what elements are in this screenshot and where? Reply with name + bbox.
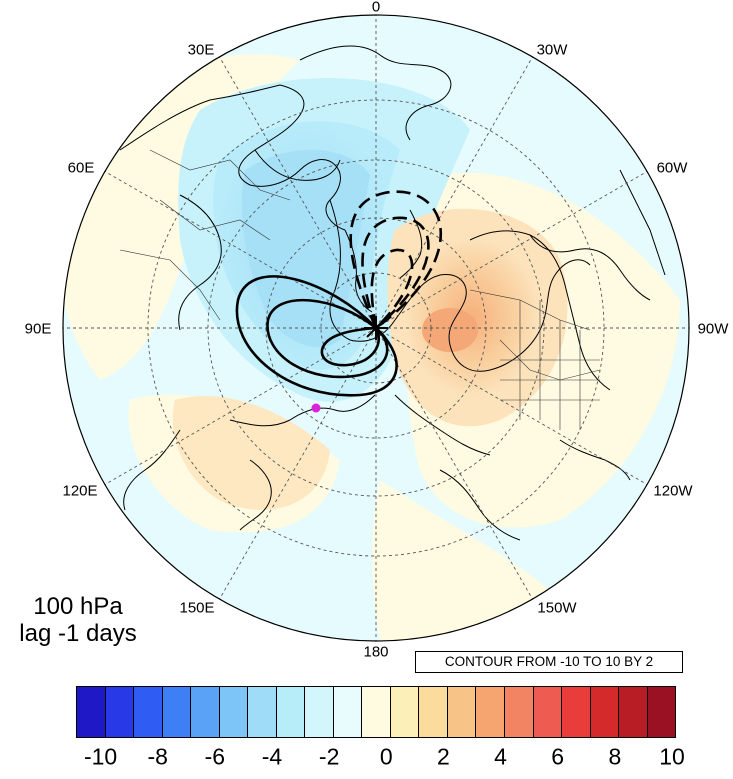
colorbar-box	[276, 687, 306, 737]
colorbar-box	[162, 687, 192, 737]
colorbar-box	[105, 687, 135, 737]
colorbar-box	[476, 687, 505, 737]
negative-contours	[349, 190, 443, 331]
positive-contours	[235, 275, 398, 397]
colorbar-box	[333, 687, 363, 737]
colorbar-box	[504, 687, 534, 737]
colorbar-box	[590, 687, 620, 737]
lon-label-120w: 120W	[653, 482, 693, 500]
colorbar-box	[533, 687, 563, 737]
colorbar-label: 2	[437, 743, 450, 770]
map-boundary-circle	[62, 14, 690, 642]
colorbar-box	[77, 687, 106, 737]
lon-label-150w: 150W	[537, 599, 577, 617]
colorbar-box	[191, 687, 220, 737]
orange-region-pacific	[172, 396, 330, 510]
lon-label-30w: 30W	[536, 41, 568, 59]
colorbar-box	[647, 687, 676, 737]
lon-label-150e: 150E	[179, 599, 215, 617]
coastlines	[119, 45, 666, 541]
colorbar-label: -10	[83, 743, 118, 770]
lon-label-0: 0	[371, 0, 381, 16]
lon-label-180: 180	[363, 643, 389, 661]
colorbar-label: -4	[261, 743, 283, 770]
contour-info-box: CONTOUR FROM -10 TO 10 BY 2	[415, 651, 683, 673]
colorbar-box	[419, 687, 448, 737]
panel-title-lag: lag -1 days	[19, 620, 137, 647]
colorbar-box	[134, 687, 163, 737]
colorbar-label: 4	[494, 743, 507, 770]
colorbar-box	[219, 687, 249, 737]
colorbar-box	[305, 687, 334, 737]
lon-label-60w: 60W	[656, 159, 688, 177]
colorbar-label: 10	[659, 743, 685, 770]
colorbar-label: 8	[608, 743, 622, 770]
lon-label-60e: 60E	[67, 159, 95, 177]
pale-yellow-region-south	[372, 480, 560, 641]
colorbar-box	[619, 687, 648, 737]
station-marker	[311, 403, 321, 413]
colorbar	[76, 686, 676, 738]
colorbar-box	[390, 687, 420, 737]
lon-label-120e: 120E	[62, 482, 98, 500]
pole-singularity	[364, 316, 388, 340]
panel-title: 100 hPa lag -1 days	[8, 593, 148, 647]
colorbar-label: -6	[204, 743, 226, 770]
lon-label-90e: 90E	[24, 320, 52, 338]
lon-label-30e: 30E	[187, 41, 215, 59]
panel-title-level: 100 hPa	[33, 593, 123, 620]
colorbar-label: -8	[147, 743, 168, 770]
colorbar-label: 0	[379, 743, 393, 770]
colorbar-box	[248, 687, 277, 737]
graticule	[63, 15, 689, 641]
colorbar-label: -2	[318, 743, 340, 770]
country-borders	[119, 149, 601, 430]
colorbar-label: 6	[551, 743, 565, 770]
colorbar-box	[562, 687, 591, 737]
lon-label-90w: 90W	[697, 320, 729, 338]
colorbar-box	[447, 687, 477, 737]
colorbar-box	[362, 687, 391, 737]
